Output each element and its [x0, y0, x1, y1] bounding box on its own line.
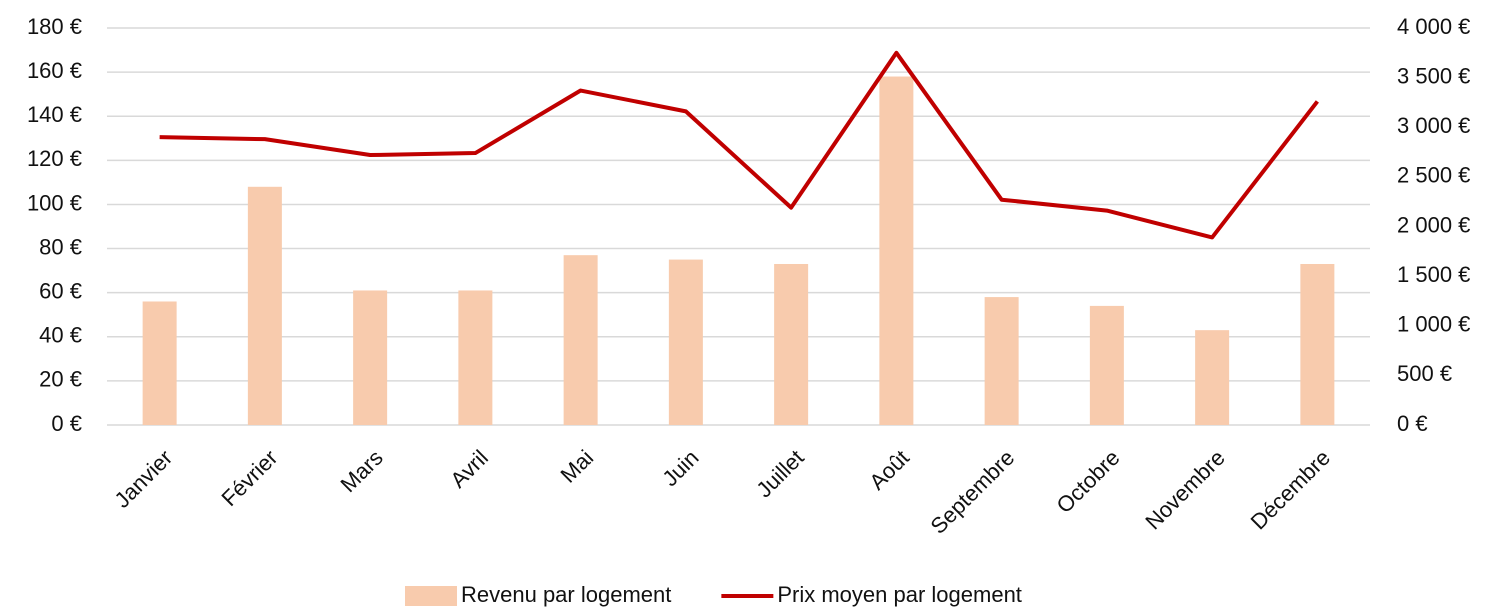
y2-tick-label: 1 500 €	[1397, 262, 1470, 287]
y2-tick-label: 500 €	[1397, 361, 1452, 386]
y-tick-label: 100 €	[27, 190, 82, 215]
bar	[668, 259, 703, 425]
bar	[458, 290, 493, 425]
y-tick-label: 20 €	[39, 367, 82, 392]
y-tick-label: 140 €	[27, 102, 82, 127]
y2-tick-label: 4 000 €	[1397, 14, 1470, 39]
bar	[1089, 305, 1124, 425]
x-tick-label: Mars	[336, 445, 388, 497]
bar	[247, 186, 282, 425]
x-tick-label: Juillet	[751, 445, 808, 502]
x-tick-label: Juin	[657, 445, 703, 491]
y2-tick-label: 1 000 €	[1397, 312, 1470, 337]
y2-tick-label: 3 500 €	[1397, 63, 1470, 88]
bar	[1195, 330, 1230, 425]
line	[159, 50, 1319, 240]
x-tick-label: Janvier	[109, 445, 177, 513]
y-tick-label: 80 €	[39, 234, 82, 259]
y-tick-label: 160 €	[27, 58, 82, 83]
y-tick-label: 40 €	[39, 323, 82, 348]
x-tick-label: Août	[864, 445, 914, 495]
legend-swatch	[405, 586, 457, 606]
x-tick-label: Mai	[556, 445, 599, 488]
y-tick-label: 120 €	[27, 146, 82, 171]
y-tick-label: 180 €	[27, 14, 82, 39]
y2-tick-label: 2 500 €	[1397, 163, 1470, 188]
bar	[774, 263, 809, 425]
bar	[563, 255, 598, 425]
bar	[879, 76, 914, 426]
legend-label: Prix moyen par logement	[777, 582, 1022, 607]
x-tick-label: Septembre	[925, 445, 1019, 539]
y-tick-label: 60 €	[39, 278, 82, 303]
x-tick-label: Novembre	[1140, 445, 1229, 534]
x-tick-label: Avril	[445, 445, 493, 493]
bar	[353, 290, 388, 425]
x-tick-label: Octobre	[1052, 445, 1125, 518]
bar	[1300, 263, 1335, 425]
y-tick-label: 0 €	[51, 411, 82, 436]
x-tick-label: Décembre	[1246, 445, 1335, 534]
x-tick-label: Février	[216, 445, 282, 511]
y2-tick-label: 3 000 €	[1397, 113, 1470, 138]
y2-tick-label: 0 €	[1397, 411, 1428, 436]
legend-label: Revenu par logement	[461, 582, 671, 607]
y2-tick-label: 2 000 €	[1397, 212, 1470, 237]
bar	[142, 301, 177, 425]
bar	[984, 297, 1019, 425]
